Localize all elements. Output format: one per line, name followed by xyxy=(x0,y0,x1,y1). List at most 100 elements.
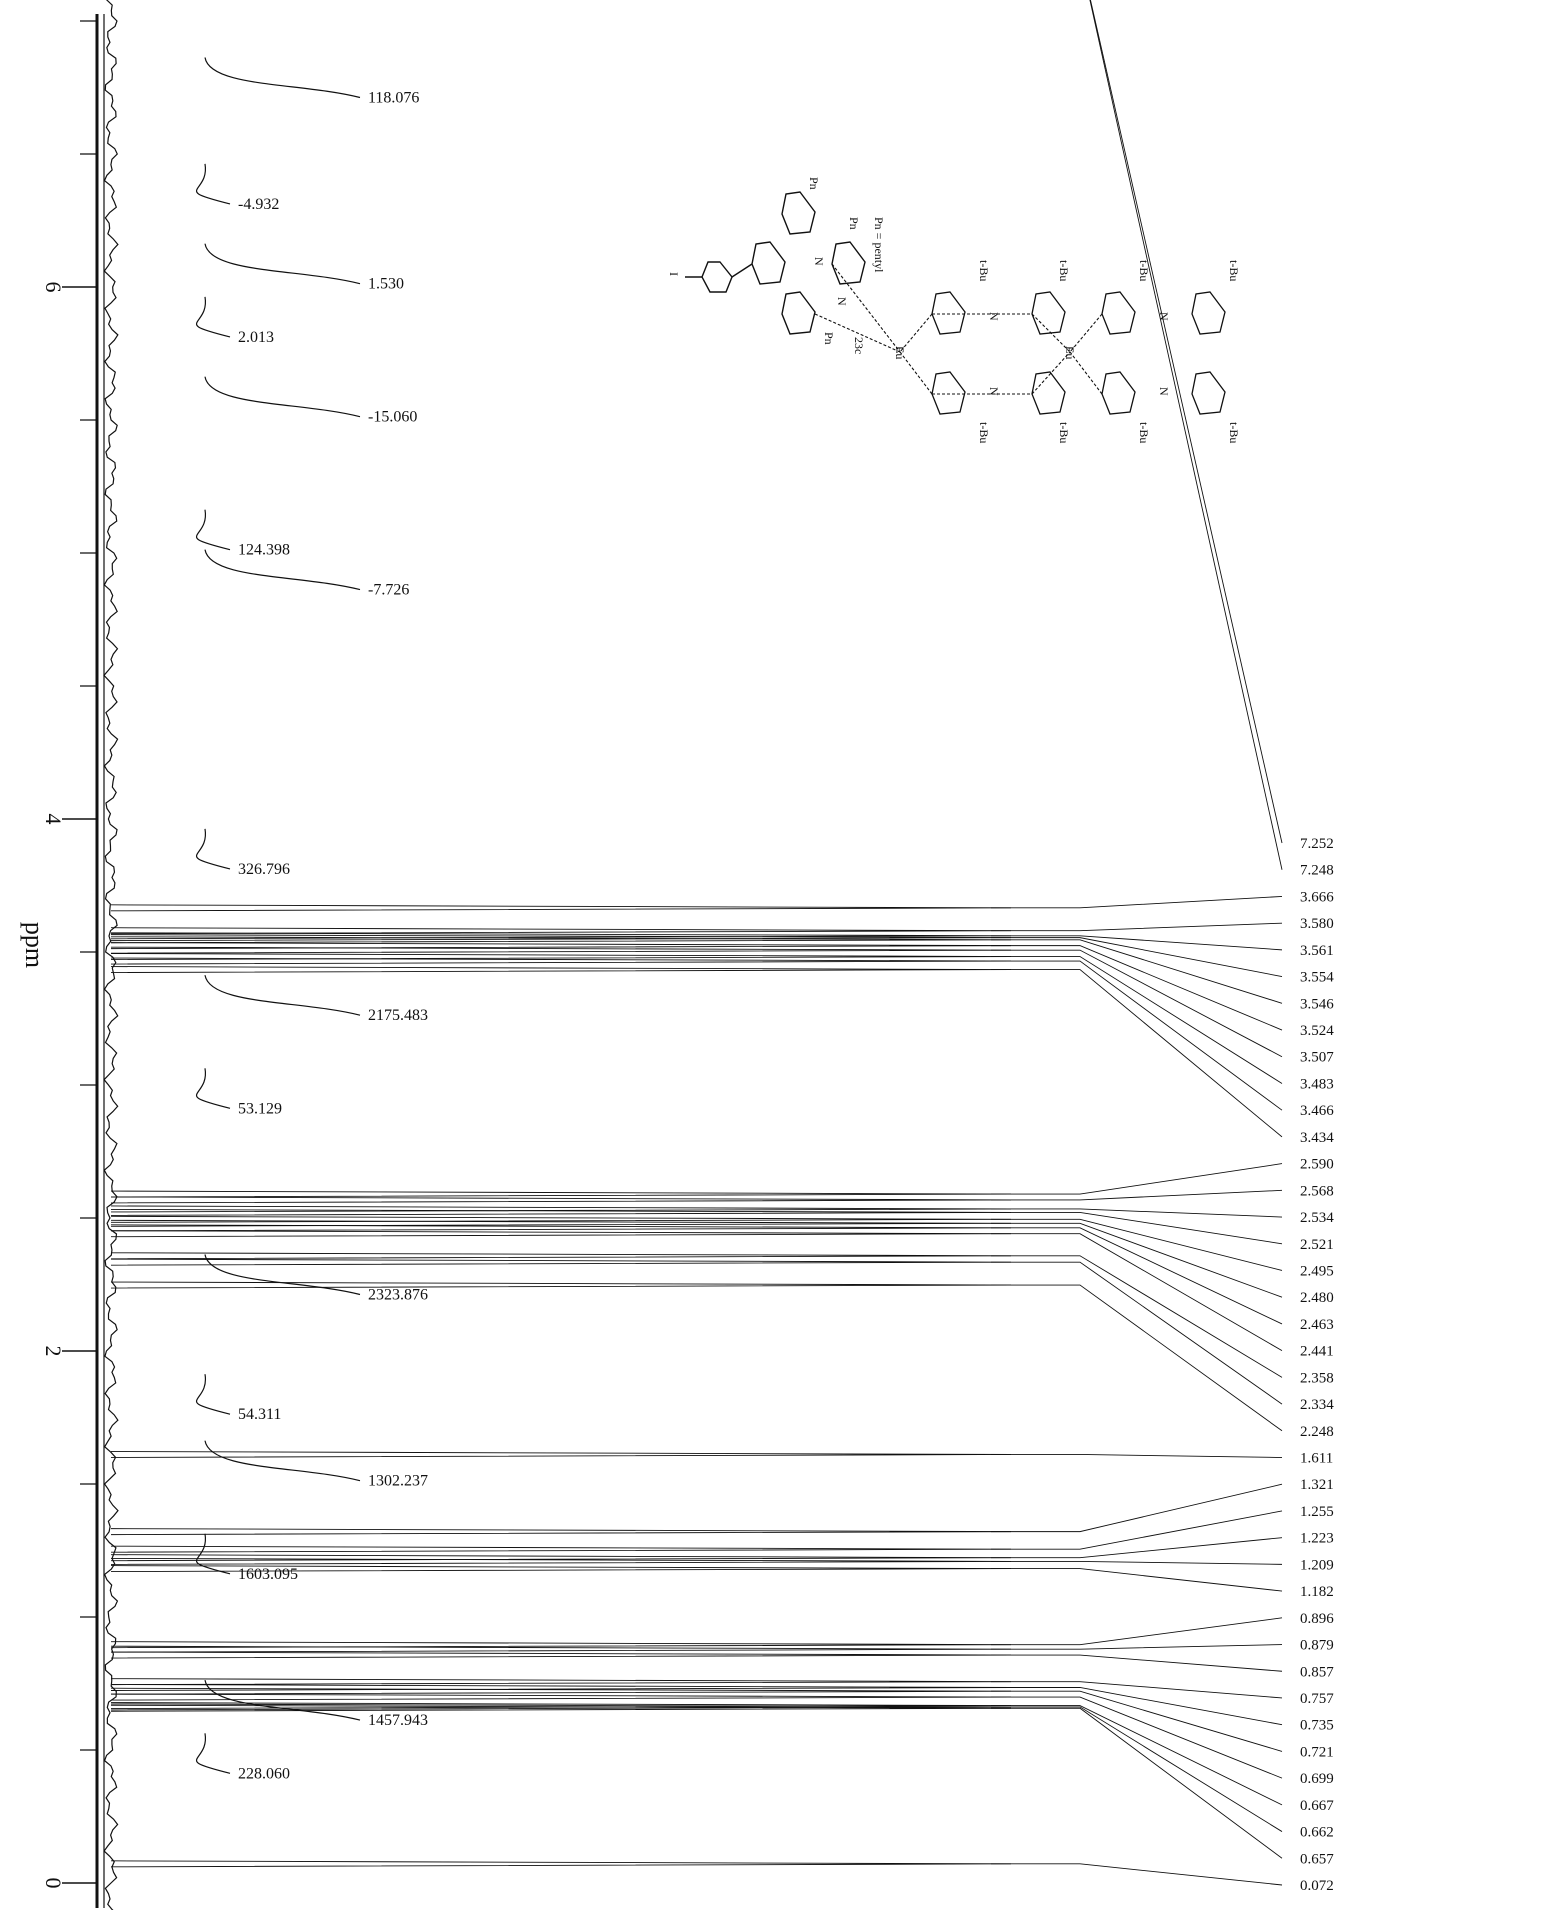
coordination-bonds xyxy=(814,263,1103,395)
peak-leader-line xyxy=(991,1218,1283,1271)
peak-leader-line xyxy=(991,1644,1283,1650)
peak-leader-line xyxy=(991,1681,1283,1699)
peak-label-group: 7.252 7.248 3.666 3.580 3.561 3.554 3.546 3.524… xyxy=(991,0,1334,1894)
peak-leader-line xyxy=(991,1483,1283,1533)
peak-leader-line xyxy=(1089,0,1283,844)
tbu-label: t-Bu xyxy=(1137,260,1151,281)
integral-curve xyxy=(204,549,361,591)
compound-label: 23c xyxy=(852,337,866,354)
spectrum-peak xyxy=(110,966,1012,974)
peak-leader-line xyxy=(991,945,1283,1031)
spectrum-peak xyxy=(110,1281,1012,1289)
peak-leader-line xyxy=(991,935,1283,951)
peak-label: 2.334 xyxy=(1300,1397,1334,1413)
spectrum-peak xyxy=(110,1258,1012,1266)
peak-label: 0.657 xyxy=(1300,1851,1334,1867)
peak-label: 3.561 xyxy=(1300,943,1334,959)
peak-leader-line xyxy=(991,1696,1283,1779)
integral-curve xyxy=(204,57,361,99)
peak-label: 2.590 xyxy=(1300,1157,1334,1173)
y-axis-title: ppm xyxy=(20,922,49,968)
peak-label: 1.209 xyxy=(1300,1557,1334,1573)
peak-leader-line xyxy=(991,1654,1283,1672)
porphyrin-ring xyxy=(685,191,866,335)
peak-leader-line xyxy=(991,1255,1283,1378)
peak-leader-line xyxy=(991,1208,1283,1218)
integral-curve xyxy=(195,163,231,205)
n-label: N xyxy=(1157,312,1171,321)
integral-group: -14.713326.56213.552175.35438.180346.267… xyxy=(195,57,428,1782)
peak-leader-line xyxy=(991,1568,1283,1592)
tick-label: 6 xyxy=(41,282,66,293)
integral-label: 228.060 xyxy=(238,1765,290,1782)
peak-leader-line xyxy=(991,922,1283,932)
ppm-axis xyxy=(95,14,105,1908)
integral-curve xyxy=(204,1440,361,1482)
spectrum-peak xyxy=(110,1693,1012,1701)
peak-leader-line xyxy=(991,1706,1283,1832)
integral-curve xyxy=(195,828,231,870)
peak-leader-line xyxy=(991,1510,1283,1550)
integral-curve xyxy=(204,1254,361,1296)
peak-label: 3.466 xyxy=(1300,1103,1334,1119)
peak-label: 3.524 xyxy=(1300,1023,1334,1039)
tbu-label: t-Bu xyxy=(977,260,991,281)
peak-label: 0.662 xyxy=(1300,1825,1334,1841)
peak-label: 0.667 xyxy=(1300,1798,1334,1814)
tbu-label: t-Bu xyxy=(1057,260,1071,281)
integral-label: 53.129 xyxy=(238,1100,282,1117)
peak-leader-line xyxy=(991,937,1283,978)
peak-leader-line xyxy=(991,1222,1283,1298)
peak-label: 2.521 xyxy=(1300,1237,1334,1253)
pentyl-label-3: Pn xyxy=(822,332,836,345)
integral-label: 1.530 xyxy=(368,276,404,293)
peak-leader-line xyxy=(991,1707,1283,1859)
peak-leader-line xyxy=(991,949,1283,1058)
integral-curve xyxy=(204,1679,361,1721)
integral-label: -7.726 xyxy=(368,582,409,599)
peak-label: 0.735 xyxy=(1300,1718,1334,1734)
peak-label: 0.857 xyxy=(1300,1664,1334,1680)
pentyl-label-2: Pn xyxy=(807,177,821,190)
peak-label: 0.072 xyxy=(1300,1878,1334,1894)
peak-label: 2.568 xyxy=(1300,1183,1334,1199)
spectrum-peak xyxy=(110,1190,1012,1198)
tbu-label: t-Bu xyxy=(1227,260,1241,281)
tbu-label: t-Bu xyxy=(1227,422,1241,443)
peak-label: 2.495 xyxy=(1300,1263,1334,1279)
spectrum-peak xyxy=(110,1196,1012,1204)
peak-label: 3.507 xyxy=(1300,1050,1334,1066)
integral-label: 1457.943 xyxy=(368,1712,428,1729)
spectrum-peak xyxy=(110,904,1012,912)
peak-label: 2.248 xyxy=(1300,1424,1334,1440)
integral-label: 124.398 xyxy=(238,542,290,559)
spectrum-trace-group xyxy=(103,0,1012,1910)
peak-label: 7.248 xyxy=(1300,863,1334,879)
peak-leader-line xyxy=(991,1284,1283,1432)
spectrum-peak xyxy=(110,1860,1012,1868)
peak-leader-line xyxy=(991,960,1283,1111)
tbu-label: t-Bu xyxy=(977,422,991,443)
n-label: N xyxy=(1157,387,1171,396)
integral-label: 54.311 xyxy=(238,1406,281,1423)
integral-curve xyxy=(195,1533,231,1575)
n-label: N xyxy=(812,257,826,266)
peak-label: 0.896 xyxy=(1300,1611,1334,1627)
peak-leader-line xyxy=(1089,0,1283,870)
tbu-labels: t-Bu t-Bu t-Bu t-Bu t-Bu t-Bu t-Bu t-Bu xyxy=(977,260,1241,443)
peak-leader-line xyxy=(991,1687,1283,1726)
peak-leader-line xyxy=(991,1227,1283,1325)
peak-leader-line xyxy=(991,1705,1283,1806)
tbu-label: t-Bu xyxy=(1057,422,1071,443)
integral-label: 118.076 xyxy=(368,90,419,107)
spectrum-peak xyxy=(110,1451,1012,1458)
spectrum-peak xyxy=(110,1545,1012,1553)
tick-label: 4 xyxy=(41,814,66,825)
peak-label: 1.255 xyxy=(1300,1504,1334,1520)
integral-label: 1302.237 xyxy=(368,1473,428,1490)
tick-label: 0 xyxy=(41,1878,66,1889)
peak-label: 0.757 xyxy=(1300,1691,1334,1707)
peak-leader-line xyxy=(991,1233,1283,1352)
phthalocyanine-rings xyxy=(931,291,1226,415)
